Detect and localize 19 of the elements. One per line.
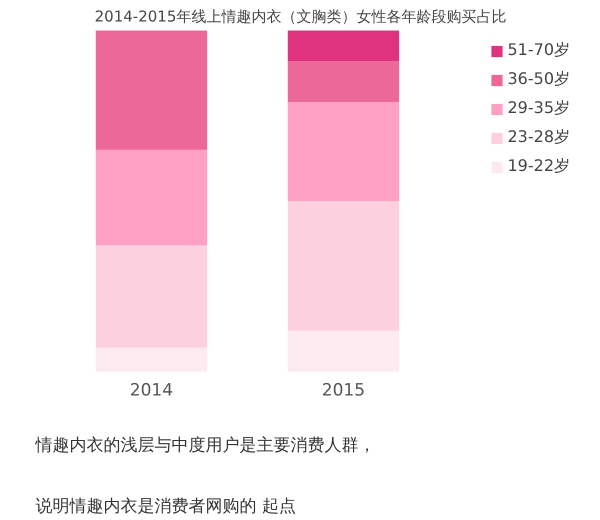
legend-label: 29-35岁 [508, 98, 570, 119]
bar [96, 245, 208, 348]
bar [96, 348, 208, 372]
bar [288, 201, 400, 331]
bar [288, 30, 400, 62]
bar [288, 61, 400, 102]
legend-label: 36-50岁 [508, 69, 570, 90]
legend-label: 23-28岁 [508, 127, 570, 148]
legend-label: 51-70岁 [508, 40, 570, 61]
text: 情趣内衣的浅层与中度用户是主要消费人群， [34, 436, 376, 456]
x-tick-label: 2014 [130, 380, 174, 400]
text: 说明情趣内衣是消费者网购的 起点 [36, 496, 296, 516]
bar [288, 330, 400, 372]
legend-label: 19-22岁 [508, 156, 570, 177]
x-tick-label: 2015 [322, 380, 366, 400]
bar [96, 150, 208, 246]
chart-title: 2014-2015年线上情趣内衣（文胸类）女性各年龄段购买占比 [94, 8, 506, 26]
bar [96, 30, 208, 150]
bar [288, 102, 400, 201]
